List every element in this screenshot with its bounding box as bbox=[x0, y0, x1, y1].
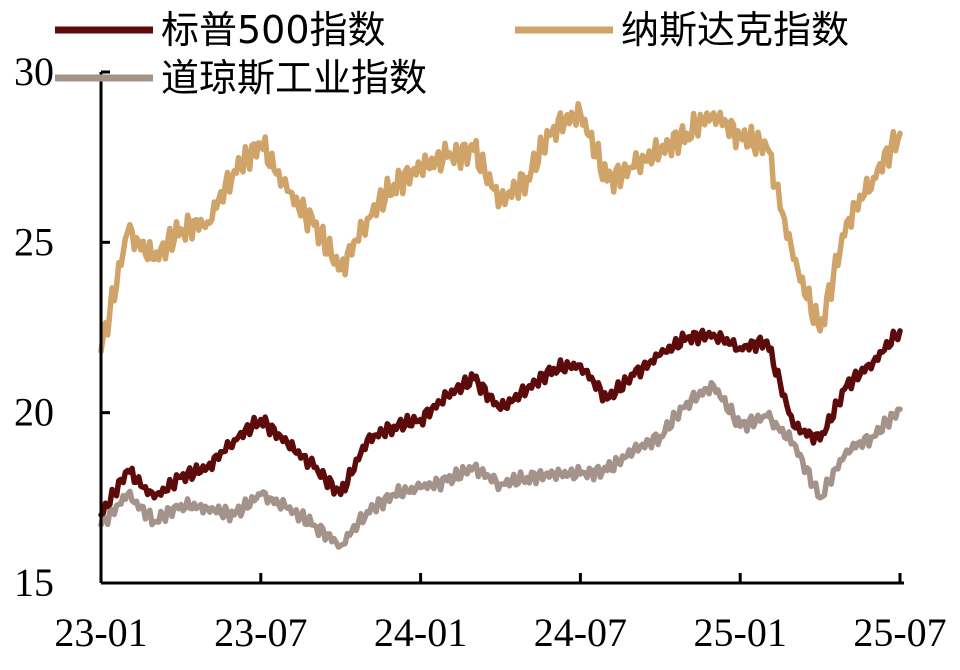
x-ticks: 23-01 23-07 24-01 24-07 25-01 25-07 bbox=[54, 573, 947, 655]
legend-label: 纳斯达克指数 bbox=[621, 8, 849, 52]
legend-label: 标普500指数 bbox=[161, 8, 386, 52]
y-ticks: 15 20 25 30 bbox=[14, 49, 110, 605]
x-tick-label: 24-01 bbox=[374, 610, 467, 655]
plot-lines bbox=[98, 101, 903, 550]
y-tick-label: 25 bbox=[14, 219, 54, 264]
x-tick-label: 24-07 bbox=[534, 610, 627, 655]
y-tick-label: 30 bbox=[14, 49, 54, 94]
y-tick-label: 20 bbox=[14, 390, 54, 435]
series-line bbox=[98, 379, 903, 550]
y-tick-label: 15 bbox=[14, 560, 54, 605]
axes: 15 20 25 30 23-01 23-07 24-01 24-07 25-01 25-07 bbox=[14, 49, 947, 655]
x-tick-label: 23-01 bbox=[54, 610, 147, 655]
legend-label: 道琼斯工业指数 bbox=[161, 56, 427, 100]
x-tick-label: 25-01 bbox=[694, 610, 787, 655]
x-tick-label: 25-07 bbox=[853, 610, 946, 655]
series-line bbox=[98, 101, 903, 355]
series-line bbox=[98, 327, 903, 518]
x-tick-label: 23-07 bbox=[214, 610, 307, 655]
